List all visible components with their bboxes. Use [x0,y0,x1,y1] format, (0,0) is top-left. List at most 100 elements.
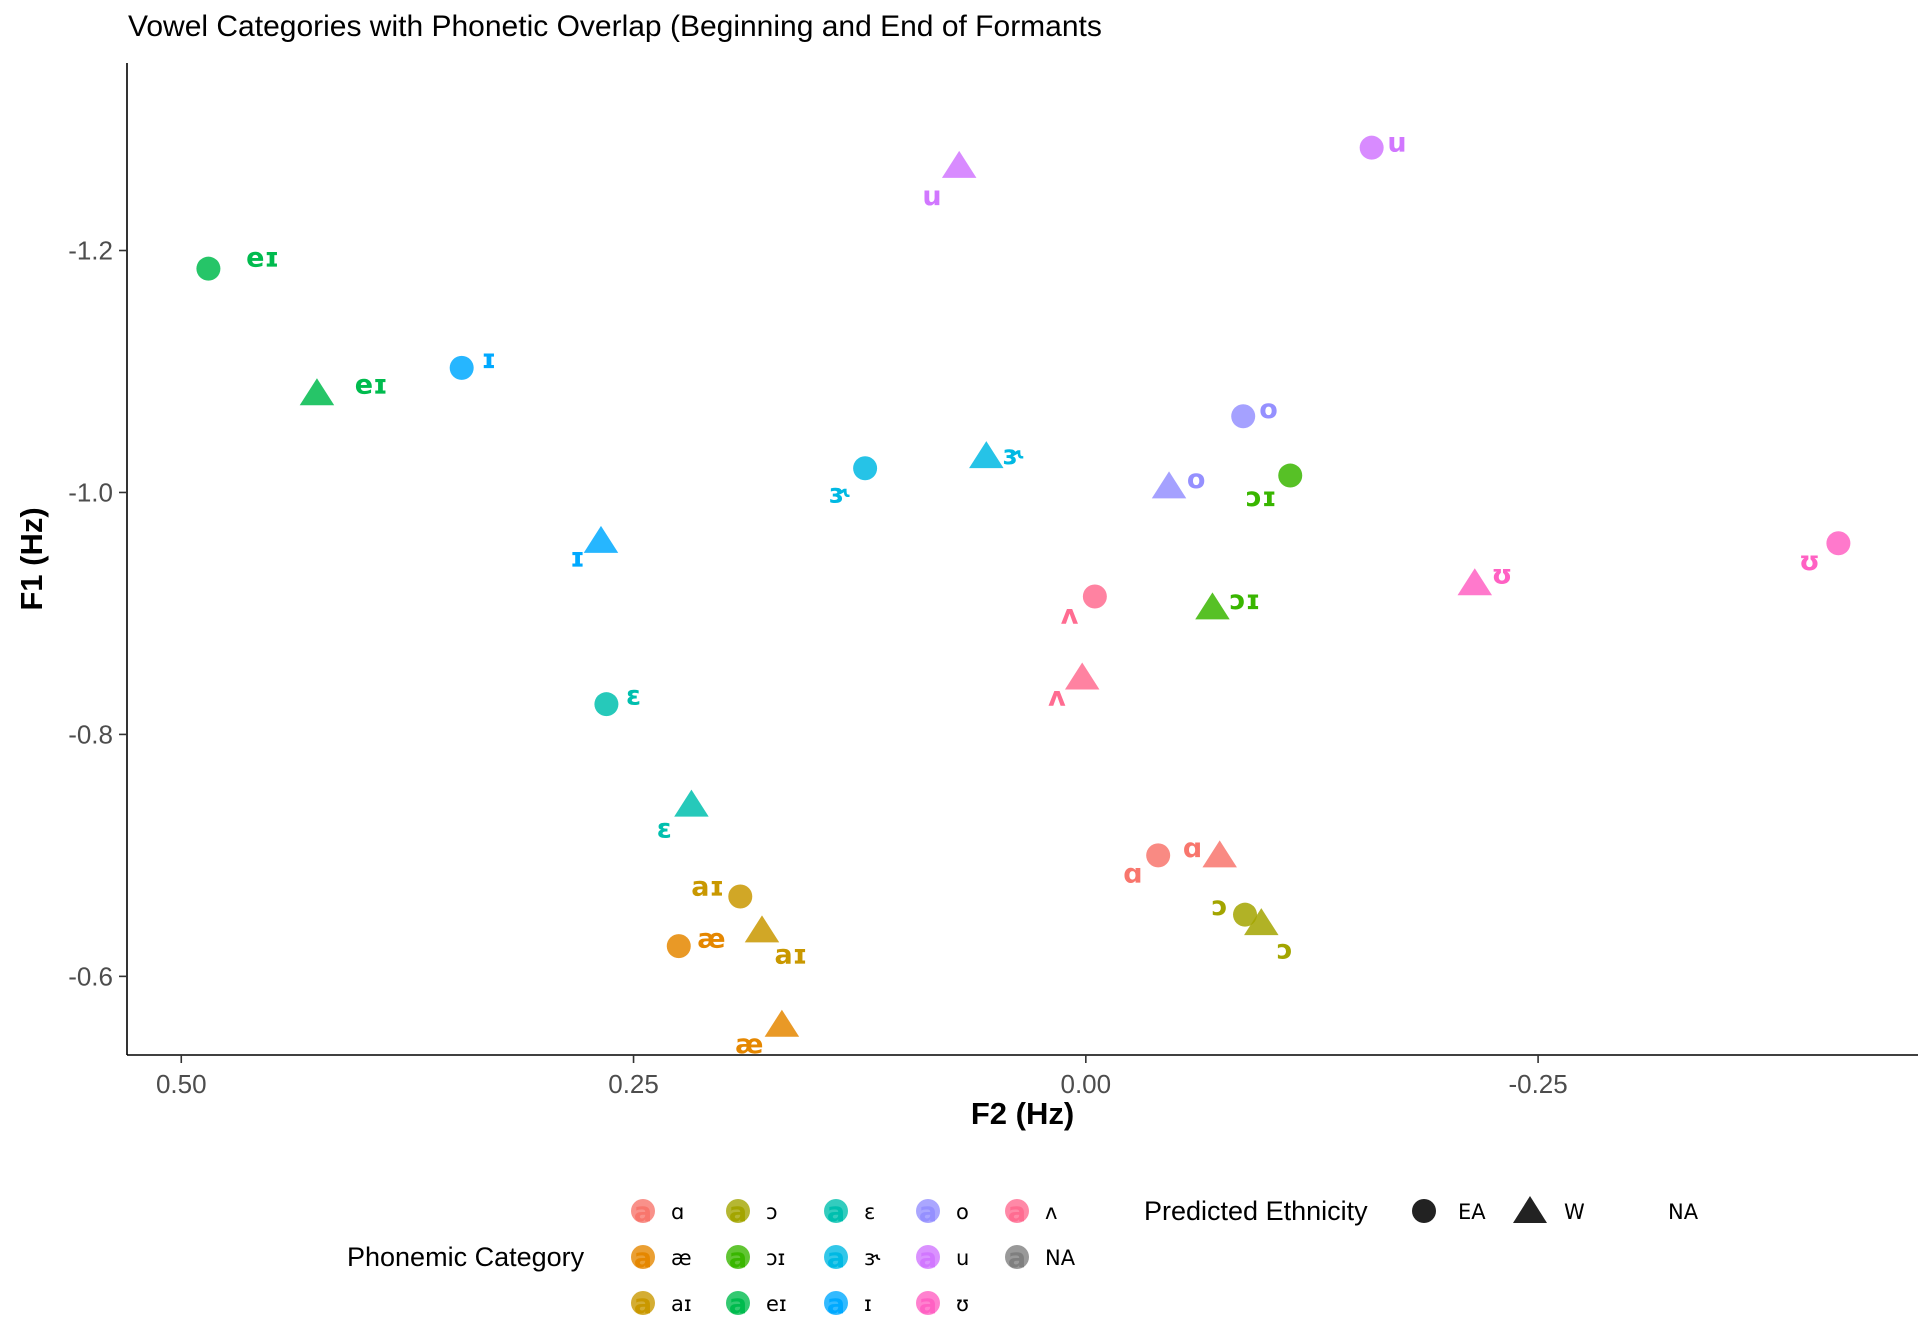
x-tick-label: -0.25 [1508,1069,1567,1099]
legend-key-glyph: a [919,1243,937,1274]
legend-label: eɪ [766,1292,787,1316]
data-point [853,456,878,481]
legend-key-glyph: a [827,1197,845,1228]
legend-key-circle [1005,1245,1029,1269]
legend-label: aɪ [671,1292,692,1316]
point-label: ɛ [626,680,641,711]
data-point [1359,135,1384,160]
legend-label: ɝ [864,1246,881,1270]
point-label: ɪ [570,543,585,574]
point-label: ɑ [1123,858,1142,889]
data-point [299,378,335,406]
point-label: ɔ [1212,891,1228,922]
data-point [1146,843,1171,868]
legend-label: ɔɪ [766,1246,785,1270]
legend-key-glyph: a [634,1243,652,1274]
y-tick-label: -1.0 [68,477,113,507]
point-label: aɪ [691,872,724,903]
data-point [1826,531,1851,556]
data-point [674,789,709,817]
point-label: aɪ [774,939,807,970]
point-label: ɛ [657,814,672,845]
data-point [449,355,474,380]
legend-shape-label: EA [1458,1200,1486,1224]
chart-title: Vowel Categories with Phonetic Overlap (… [128,10,1102,43]
legend-title-category: Phonemic Category [347,1242,585,1272]
data-point [728,884,753,909]
data-point [196,256,221,281]
legend-key-circle [726,1245,750,1269]
data-point [666,934,691,959]
data-point [583,525,619,553]
point-label: ʊ [1799,546,1820,577]
point-label: o [1187,464,1206,495]
point-label: æ [735,1029,763,1060]
legend-label: ʌ [1045,1200,1057,1224]
data-point [1278,463,1303,488]
legend-key-glyph: a [919,1197,937,1228]
axes [126,63,1918,1056]
y-tick-label: -0.8 [68,719,113,749]
legend-label: u [956,1246,969,1270]
legend-key-glyph: a [827,1289,845,1320]
data-point [764,1009,800,1037]
legend-key-circle [1005,1199,1029,1223]
point-label: æ [697,924,725,955]
legend-label: ɔ [766,1200,778,1224]
data-point [969,441,1004,469]
data-point [744,915,780,943]
point-label: ɔɪ [1230,585,1261,616]
legend-key-glyph: a [634,1197,652,1228]
legend-shape-circle [1412,1199,1436,1223]
point-label: ɝ [829,478,851,509]
y-tick-label: -0.6 [68,961,113,991]
legend-key-circle [631,1199,655,1223]
legend-key-circle [631,1245,655,1269]
x-axis-title: F2 (Hz) [971,1096,1074,1131]
legend-label: NA [1045,1246,1076,1270]
point-label: ɔ [1277,935,1293,966]
legend-label: æ [671,1246,692,1270]
point-label: u [922,181,941,212]
data-point [1202,840,1237,868]
point-label: ɪ [481,344,496,375]
legend-key-glyph: a [729,1197,747,1228]
data-point [1244,908,1279,936]
legend-label: o [956,1200,969,1224]
point-label: ʌ [1061,599,1079,630]
legend-key-glyph: a [729,1243,747,1274]
legend-shape-triangle [1513,1196,1547,1223]
point-label: ʊ [1491,560,1512,591]
legend-key-circle [824,1291,848,1315]
legend-label: ɛ [864,1200,875,1224]
legend-key-circle [824,1245,848,1269]
data-point [1233,902,1258,927]
legend-key-glyph: a [729,1289,747,1320]
data-point [1195,592,1230,620]
legend-key-circle [916,1199,940,1223]
x-tick-label: 0.00 [1061,1069,1112,1099]
legend-key-circle [726,1291,750,1315]
data-point [1457,568,1493,596]
data-point [1151,471,1187,499]
ticks: 0.50 0.25 0.00 -0.25 -1.2 -1.0 -0.8 -0.6 [68,236,1568,1099]
data-point [1082,584,1107,609]
point-label: ɑ [1183,833,1202,864]
legend-key-glyph: a [1008,1243,1026,1274]
point-label: ʌ [1048,682,1066,713]
data-point [1064,662,1100,690]
data-points [196,135,1851,1037]
legend-shape-label: W [1564,1200,1585,1224]
legend-label: ɑ [671,1200,684,1224]
legend-key-circle [916,1245,940,1269]
legend-key-glyph: a [1008,1197,1026,1228]
legend-title-shape: Predicted Ethnicity [1144,1196,1368,1226]
x-tick-label: 0.50 [156,1069,207,1099]
legend-key-glyph: a [919,1289,937,1320]
axis-titles: F2 (Hz) F1 (Hz) [14,507,1074,1131]
legend-key-circle [726,1199,750,1223]
legend-key-circle [631,1291,655,1315]
point-label: ɝ [1002,440,1024,471]
